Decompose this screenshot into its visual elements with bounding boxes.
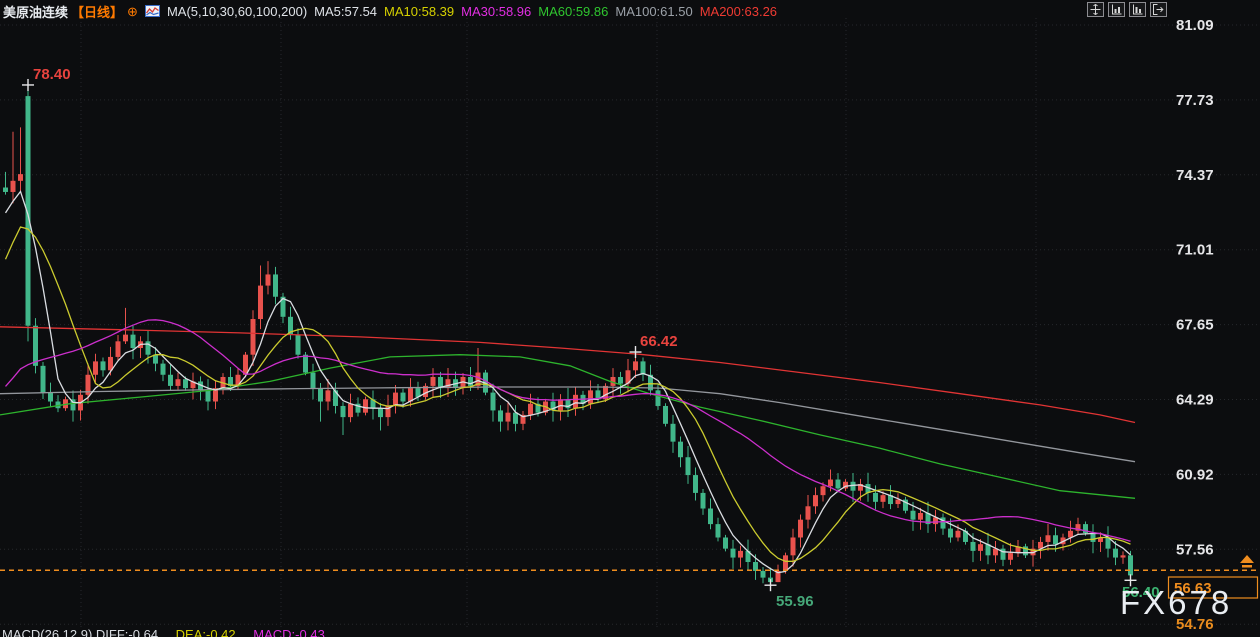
ma100-line [0, 386, 1136, 463]
svg-text:54.76: 54.76 [1176, 616, 1214, 633]
svg-text:57.56: 57.56 [1176, 541, 1214, 558]
circle-plus-icon[interactable]: ⊕ [127, 3, 138, 19]
macd-dea-value: DEA:-0.42 [175, 627, 236, 637]
svg-text:74.37: 74.37 [1176, 167, 1214, 184]
svg-text:66.42: 66.42 [640, 333, 678, 350]
pane-zoom-out-icon[interactable] [1129, 2, 1146, 17]
ma200-line [0, 326, 1136, 424]
ma-settings-label[interactable]: MA(5,10,30,60,100,200) [166, 3, 308, 19]
svg-text:71.01: 71.01 [1176, 242, 1214, 259]
chart-header: 美原油连续 【日线】 ⊕ MA(5,10,30,60,100,200) MA5:… [3, 2, 777, 20]
price-annotations: 78.40 66.42 55.96 56.40 [33, 66, 1160, 610]
svg-text:67.65: 67.65 [1176, 317, 1214, 334]
svg-text:77.73: 77.73 [1176, 92, 1214, 109]
watermark: FX678 [1120, 584, 1233, 621]
chart-toolbar [1087, 2, 1167, 17]
ma5-value: MA5:57.54 [314, 3, 378, 19]
ma30-line [5, 319, 1131, 542]
ma60-value: MA60:59.86 [538, 3, 609, 19]
pane-zoom-in-icon[interactable] [1108, 2, 1125, 17]
svg-text:55.96: 55.96 [776, 593, 814, 610]
svg-text:81.09: 81.09 [1176, 17, 1214, 34]
macd-params-diff[interactable]: MACD(26,12,9) DIFF:-0.64 [2, 627, 159, 637]
extreme-cross-markers [22, 78, 1137, 592]
ma100-value: MA100:61.50 [615, 3, 693, 19]
svg-text:78.40: 78.40 [33, 66, 71, 83]
ref-price-box [1167, 576, 1259, 599]
symbol-title: 美原油连续 [3, 4, 69, 20]
svg-text:64.29: 64.29 [1176, 392, 1214, 409]
reference-arrow-icon [1240, 555, 1254, 568]
indicator-icon[interactable] [144, 5, 160, 17]
svg-text:56.40: 56.40 [1122, 584, 1160, 601]
exit-pane-icon[interactable] [1150, 2, 1167, 17]
ma10-line [4, 226, 1131, 562]
ma30-value: MA30:58.96 [461, 3, 532, 19]
ma5-line [4, 190, 1131, 574]
candles [3, 84, 1133, 586]
pan-icon[interactable] [1087, 2, 1104, 17]
svg-text:60.92: 60.92 [1176, 466, 1214, 483]
price-axis: 81.09 77.73 74.37 71.01 67.65 64.29 60.92 57.56… [1167, 17, 1259, 633]
macd-value: MACD:-0.43 [253, 627, 325, 637]
macd-indicator-row: MACD(26,12,9) DIFF:-0.64 DEA:-0.42 MACD:… [2, 627, 325, 637]
ma10-value: MA10:58.39 [384, 3, 455, 19]
period-selector[interactable]: 【日线】 [71, 4, 124, 20]
ma200-value: MA200:63.26 [699, 3, 778, 19]
svg-text:56.63: 56.63 [1174, 580, 1212, 597]
